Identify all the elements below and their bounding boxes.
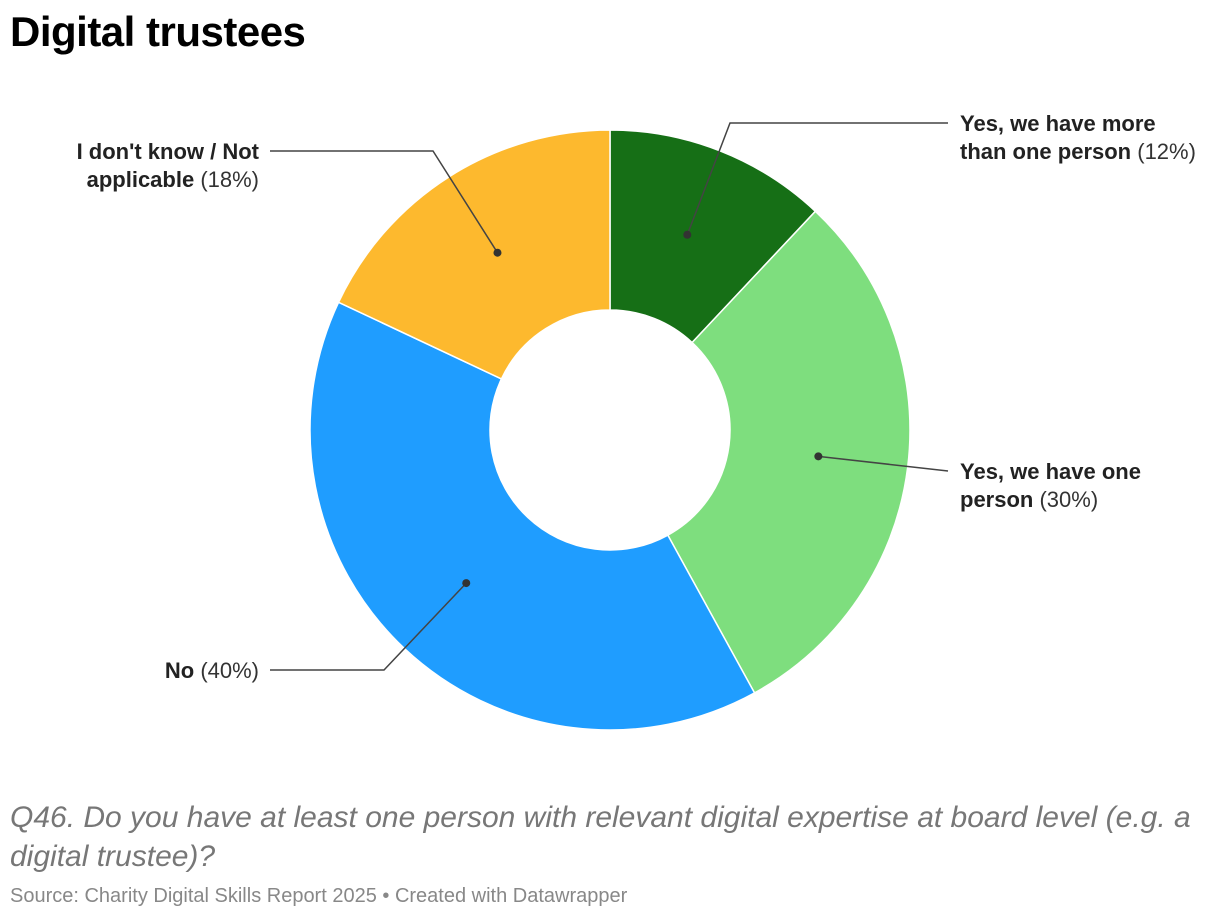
leader-dot <box>462 579 471 588</box>
slice-label: I don't know / Not applicable (18%) <box>77 139 260 192</box>
chart-notes: Q46. Do you have at least one person wit… <box>10 801 1191 873</box>
chart-title: Digital trustees <box>10 8 306 55</box>
leader-line <box>270 150 499 254</box>
chart-source: Source: Charity Digital Skills Report 20… <box>10 885 628 907</box>
donut-slice <box>666 210 911 694</box>
leader-dot <box>814 452 823 461</box>
leader-line <box>270 582 467 671</box>
leader-line <box>818 455 949 472</box>
leader-dot <box>683 230 692 239</box>
donut-slice <box>309 301 756 731</box>
donut-slice <box>609 129 817 344</box>
slice-labels: Yes, we have more than one person (12%) Ye… <box>77 111 1196 683</box>
slice-label: Yes, we have one person (30%) <box>960 459 1141 512</box>
slice-label: Yes, we have more than one person (12%) <box>960 111 1196 164</box>
donut-slice <box>337 129 611 380</box>
donut-slices <box>309 129 911 731</box>
donut-chart: Yes, we have more than one person (12%) Ye… <box>77 111 1196 731</box>
slice-label: No (40%) <box>165 658 259 683</box>
leader-lines <box>270 122 949 671</box>
leader-line <box>686 122 948 236</box>
leader-dot <box>493 248 502 257</box>
